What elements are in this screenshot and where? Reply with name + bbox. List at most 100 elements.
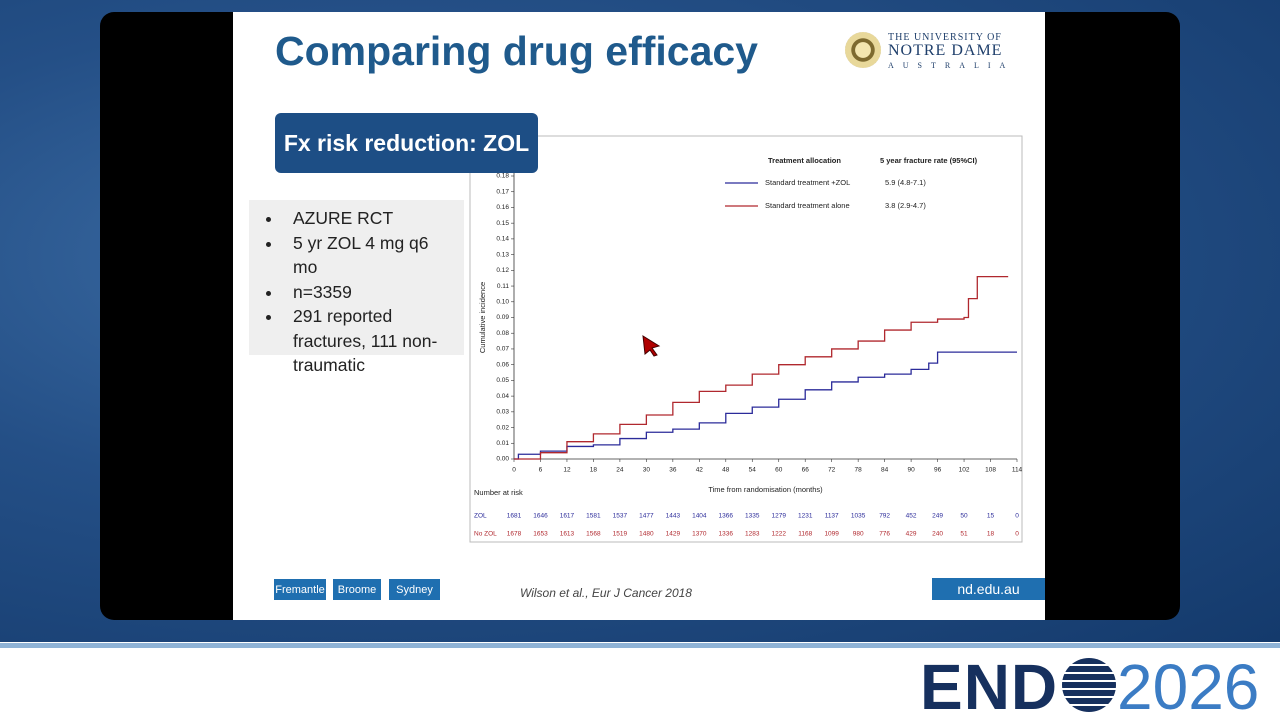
cursor-arrow (642, 335, 661, 357)
risk-value: 776 (879, 531, 890, 538)
legend-rate: 5.9 (4.8-7.1) (885, 178, 926, 187)
y-tick-label: 0.05 (496, 377, 509, 384)
brand-globe (1062, 658, 1116, 712)
bullet: 5 yr ZOL 4 mg q6 mo (283, 231, 454, 280)
x-tick-label: 0 (512, 467, 516, 474)
y-tick-label: 0.11 (497, 283, 510, 290)
risk-value: 1613 (560, 531, 575, 538)
risk-value: 1678 (507, 531, 522, 538)
risk-value: 51 (960, 531, 968, 538)
risk-value: 1279 (772, 513, 787, 520)
series-line (514, 275, 1009, 460)
risk-value: 1222 (772, 531, 787, 538)
x-tick-label: 78 (855, 467, 863, 474)
risk-value: 980 (853, 531, 864, 538)
x-tick-label: 72 (828, 467, 836, 474)
risk-value: 1137 (825, 513, 839, 520)
risk-value: 1231 (798, 513, 813, 520)
campus-button[interactable]: Broome (333, 579, 381, 600)
x-tick-label: 12 (563, 467, 571, 474)
x-tick-label: 24 (616, 467, 624, 474)
risk-value: 1404 (692, 513, 707, 520)
risk-value: 50 (960, 513, 968, 520)
series-line (514, 351, 1017, 460)
risk-value: 1537 (613, 513, 628, 520)
bullet-list: AZURE RCT5 yr ZOL 4 mg q6 mon=3359291 re… (249, 200, 464, 375)
risk-value: 1581 (586, 513, 601, 520)
risk-value: 1283 (745, 531, 760, 538)
y-tick-label: 0.14 (496, 236, 509, 243)
risk-value: 0 (1015, 531, 1019, 538)
risk-value: 1370 (692, 531, 707, 538)
legend-label: Standard treatment alone (765, 201, 850, 210)
y-tick-label: 0.04 (496, 393, 509, 400)
risk-value: 1617 (560, 513, 575, 520)
x-tick-label: 114 (1012, 467, 1023, 474)
y-tick-label: 0.18 (496, 173, 509, 180)
x-tick-label: 54 (749, 467, 757, 474)
y-tick-label: 0.02 (496, 424, 509, 431)
risk-value: 1366 (719, 513, 734, 520)
x-tick-label: 48 (722, 467, 730, 474)
risk-title: Number at risk (474, 488, 523, 497)
box-title: Fx risk reduction: ZOL (275, 113, 538, 173)
y-tick-label: 0.08 (496, 330, 509, 337)
legend-header: Treatment allocation (768, 156, 841, 165)
logo-seal (845, 32, 881, 68)
y-tick-label: 0.15 (496, 220, 509, 227)
risk-value: 240 (932, 531, 943, 538)
y-tick-label: 0.01 (496, 440, 509, 447)
risk-value: 1519 (613, 531, 628, 538)
risk-value: 1646 (533, 513, 548, 520)
risk-value: 429 (906, 531, 917, 538)
risk-value: 1681 (507, 513, 522, 520)
y-tick-label: 0.03 (496, 409, 509, 416)
y-axis-label: Cumulative incidence (478, 282, 487, 353)
url: nd.edu.au (932, 578, 1045, 600)
risk-value: 0 (1015, 513, 1019, 520)
x-tick-label: 30 (643, 467, 651, 474)
chart: 0.00 0.01 0.02 0.03 0.04 0.05 0.06 0.07 0.08 0.09… (469, 135, 1023, 543)
risk-row-label: No ZOL (474, 531, 497, 538)
risk-value: 1653 (533, 531, 548, 538)
y-tick-label: 0.09 (496, 314, 509, 321)
y-tick-label: 0.06 (496, 361, 509, 368)
cursor (642, 335, 661, 357)
y-tick-label: 0.00 (496, 456, 509, 463)
risk-value: 1443 (666, 513, 681, 520)
risk-value: 1477 (639, 513, 654, 520)
bullet: 291 reported fractures, 111 non-traumati… (283, 304, 454, 378)
risk-value: 1335 (745, 513, 760, 520)
x-axis-label: Time from randomisation (months) (708, 485, 823, 494)
campus-button[interactable]: Fremantle (274, 579, 326, 600)
risk-value: 1168 (798, 531, 812, 538)
x-tick-label: 6 (539, 467, 543, 474)
x-tick-label: 96 (934, 467, 942, 474)
x-tick-label: 102 (959, 467, 970, 474)
slide-title: Comparing drug efficacy (275, 28, 758, 74)
risk-value: 1099 (824, 531, 839, 538)
risk-value: 1429 (666, 531, 681, 538)
risk-row-label: ZOL (474, 513, 487, 520)
x-tick-label: 84 (881, 467, 889, 474)
x-tick-label: 108 (985, 467, 996, 474)
risk-value: 1035 (851, 513, 866, 520)
y-tick-label: 0.17 (496, 188, 509, 195)
risk-value: 18 (987, 531, 995, 538)
campus-button[interactable]: Sydney (389, 579, 440, 600)
divider (0, 643, 1280, 648)
risk-value: 15 (987, 513, 995, 520)
risk-value: 1336 (719, 531, 734, 538)
risk-value: 452 (906, 513, 917, 520)
logo-text: NOTRE DAME (888, 42, 1003, 59)
y-tick-label: 0.13 (496, 251, 509, 258)
y-tick-label: 0.12 (496, 267, 509, 274)
x-tick-label: 42 (696, 467, 704, 474)
logo-text: THE UNIVERSITY OF (888, 32, 1002, 43)
risk-value: 792 (879, 513, 890, 520)
x-tick-label: 18 (590, 467, 598, 474)
brand-text: END (920, 651, 1059, 723)
logo-text: AUSTRALIA (888, 61, 1015, 70)
risk-value: 1568 (586, 531, 601, 538)
